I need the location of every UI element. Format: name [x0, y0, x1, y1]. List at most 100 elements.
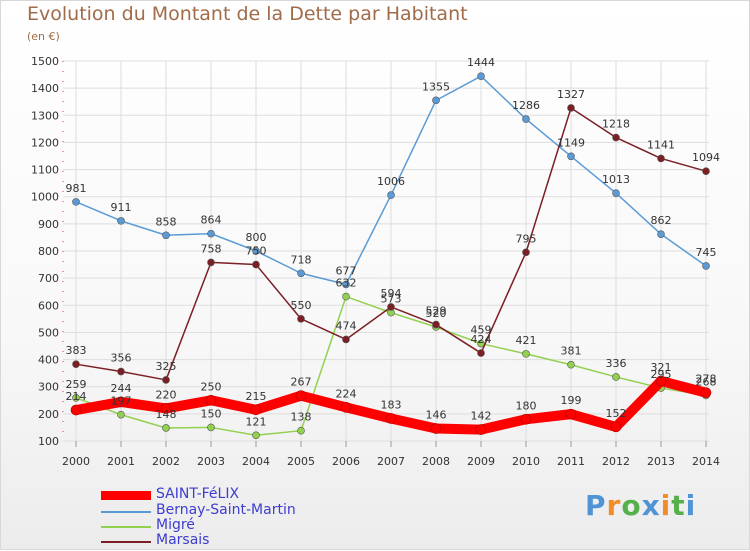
- data-label: 981: [66, 182, 87, 195]
- data-point: [612, 133, 620, 142]
- data-point: [117, 367, 125, 376]
- data-point: [252, 260, 260, 269]
- x-tick-label: 2006: [332, 455, 360, 468]
- logo-letter: i: [660, 489, 672, 522]
- data-label: 474: [336, 319, 357, 332]
- data-point: [610, 421, 622, 433]
- data-label: 152: [606, 407, 627, 420]
- data-label: 745: [696, 246, 717, 259]
- x-tick-label: 2009: [467, 455, 495, 468]
- data-label: 244: [111, 382, 132, 395]
- legend-swatch: [101, 491, 151, 500]
- x-tick-label: 2003: [197, 455, 225, 468]
- legend-label: Bernay-Saint-Martin: [156, 502, 296, 518]
- data-point: [387, 191, 395, 199]
- data-label: 1006: [377, 175, 405, 188]
- data-label: 421: [516, 334, 537, 347]
- data-label: 1094: [692, 151, 720, 164]
- data-label: 758: [201, 242, 222, 255]
- data-label: 750: [246, 245, 267, 258]
- data-label: 858: [156, 215, 177, 228]
- y-tick-label: 400: [38, 354, 59, 367]
- data-point: [297, 269, 305, 278]
- legend-label: Migré: [156, 517, 195, 533]
- data-point: [72, 198, 80, 206]
- data-point: [612, 373, 620, 381]
- data-label: 864: [201, 214, 222, 227]
- data-label: 278: [696, 373, 717, 386]
- data-label: 1286: [512, 99, 540, 112]
- x-tick-label: 2013: [647, 455, 675, 468]
- legend-swatch: [101, 511, 151, 513]
- data-label: 138: [291, 411, 312, 424]
- y-tick-label: 1100: [31, 164, 59, 177]
- data-label: 197: [111, 395, 132, 408]
- data-point: [387, 303, 395, 311]
- data-point: [385, 413, 397, 424]
- data-point: [162, 231, 170, 240]
- data-label: 267: [291, 376, 312, 389]
- data-label: 268: [696, 375, 717, 388]
- data-label: 381: [561, 345, 582, 358]
- legend-label: Marsais: [156, 532, 210, 548]
- logo-letter: r: [606, 489, 622, 522]
- data-label: 295: [651, 368, 672, 381]
- data-point: [567, 152, 575, 161]
- data-label: 180: [516, 399, 537, 412]
- data-point: [162, 424, 170, 432]
- data-label: 356: [111, 352, 132, 365]
- x-tick-label: 2007: [377, 455, 405, 468]
- data-point: [657, 154, 665, 163]
- data-label: 1218: [602, 118, 630, 131]
- data-label: 121: [246, 415, 267, 428]
- data-point: [520, 413, 532, 425]
- data-label: 250: [201, 380, 222, 393]
- x-tick-label: 2010: [512, 455, 540, 468]
- data-point: [160, 403, 172, 414]
- legend-label: SAINT-FéLIX: [156, 486, 240, 502]
- data-label: 1149: [557, 136, 585, 149]
- data-label: 214: [66, 390, 87, 403]
- data-label: 183: [381, 398, 402, 411]
- data-point: [72, 394, 80, 402]
- data-label: 632: [336, 277, 357, 290]
- data-point: [250, 404, 262, 416]
- data-label: 529: [426, 305, 447, 318]
- data-label: 550: [291, 299, 312, 312]
- logo-letter: o: [621, 489, 642, 522]
- data-point: [117, 410, 125, 419]
- data-point: [475, 424, 487, 435]
- data-point: [252, 247, 260, 255]
- legend-swatch: [101, 526, 151, 528]
- data-point: [432, 96, 440, 105]
- data-point: [115, 396, 127, 408]
- logo-letter: i: [685, 489, 697, 522]
- x-tick-label: 2002: [152, 455, 180, 468]
- x-tick-label: 2014: [692, 455, 720, 468]
- x-tick-label: 2011: [557, 455, 585, 468]
- data-point: [657, 230, 665, 238]
- data-point: [205, 394, 217, 406]
- data-label: 150: [201, 407, 222, 420]
- data-point: [252, 431, 260, 440]
- data-label: 325: [156, 360, 177, 373]
- data-point: [295, 390, 307, 401]
- proxiti-logo: Proxiti: [585, 489, 696, 522]
- data-point: [702, 167, 710, 175]
- logo-letter: t: [671, 489, 686, 522]
- y-tick-label: 100: [38, 435, 59, 448]
- data-label: 594: [381, 287, 402, 300]
- data-point: [702, 262, 710, 270]
- logo-letter: x: [641, 489, 661, 522]
- data-label: 215: [246, 390, 267, 403]
- data-point: [430, 423, 442, 434]
- data-label: 321: [651, 361, 672, 374]
- data-label: 383: [66, 344, 87, 357]
- data-point: [700, 387, 712, 398]
- data-label: 1013: [602, 173, 630, 186]
- y-tick-label: 1500: [31, 55, 59, 68]
- data-point: [342, 335, 350, 344]
- x-tick-label: 2008: [422, 455, 450, 468]
- data-point: [342, 280, 350, 289]
